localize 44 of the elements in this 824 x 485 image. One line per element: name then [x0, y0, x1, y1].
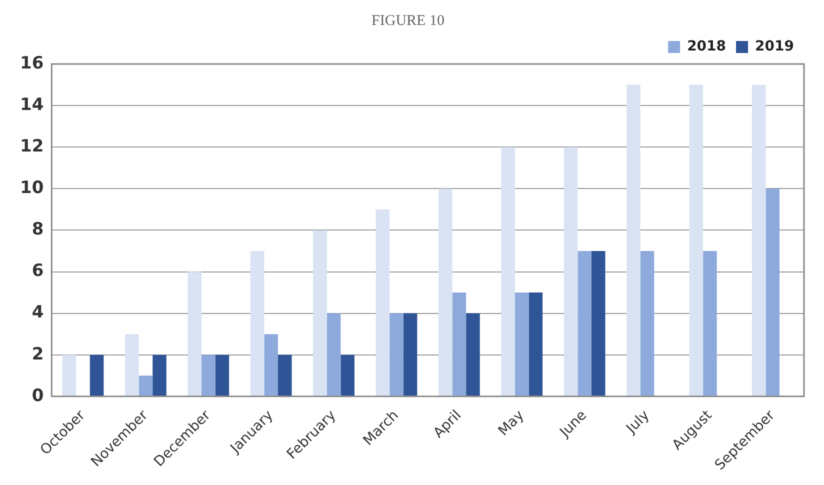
bar: [202, 354, 216, 396]
bar: [188, 272, 202, 396]
bar: [438, 188, 452, 396]
bar: [250, 250, 264, 396]
y-tick-label: 12: [20, 136, 44, 157]
chart-title: FIGURE 10: [372, 12, 444, 29]
legend-label: 2019: [755, 38, 794, 55]
bar: [514, 292, 529, 396]
bar: [62, 354, 76, 396]
bar: [591, 250, 606, 396]
y-tick-label: 0: [32, 386, 44, 406]
bar: [278, 354, 292, 396]
y-tick-label: 10: [20, 178, 44, 198]
bar: [264, 334, 278, 396]
bar: [703, 250, 717, 396]
bar: [90, 354, 104, 396]
y-tick-label: 2: [32, 344, 44, 364]
bar: [528, 292, 543, 396]
bar: [152, 354, 166, 396]
y-tick-label: 14: [20, 94, 44, 115]
bar: [766, 188, 780, 396]
y-tick-label: 6: [32, 261, 44, 282]
bar: [215, 354, 230, 396]
bar: [466, 313, 480, 396]
bar: [403, 313, 418, 396]
bar: [313, 230, 327, 396]
y-tick-label: 8: [32, 220, 44, 240]
bar: [340, 354, 354, 396]
bar: [578, 250, 592, 396]
y-tick-label: 16: [20, 53, 44, 74]
bar: [390, 313, 404, 396]
bar: [501, 147, 515, 396]
bar: [626, 84, 640, 396]
bar: [376, 209, 390, 396]
legend-label: 2018: [687, 38, 726, 55]
bar: [326, 313, 341, 396]
bar: [752, 84, 766, 396]
bar: [138, 376, 153, 396]
bar: [125, 334, 139, 396]
bar: [689, 84, 704, 396]
bar: [452, 292, 466, 396]
bar: [640, 250, 654, 396]
y-tick-label: 4: [32, 302, 44, 323]
bar: [564, 147, 578, 396]
